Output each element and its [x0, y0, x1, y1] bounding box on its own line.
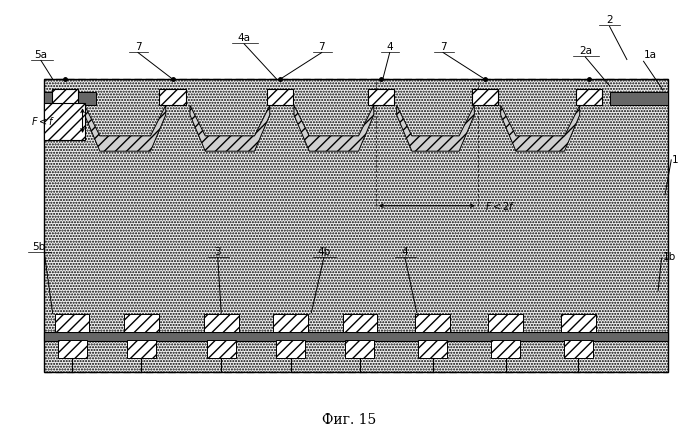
Bar: [44, 92, 96, 105]
Text: 3: 3: [215, 247, 221, 257]
Text: 1b: 1b: [663, 252, 676, 262]
Text: $F<f$: $F<f$: [31, 114, 55, 126]
Text: 2: 2: [606, 15, 613, 26]
Text: 4b: 4b: [317, 247, 331, 257]
Bar: [418, 340, 447, 358]
Text: 1: 1: [672, 155, 679, 165]
Bar: [491, 340, 520, 358]
Bar: [273, 314, 308, 332]
Bar: [44, 332, 668, 341]
Text: 5b: 5b: [32, 242, 45, 252]
Bar: [561, 314, 596, 332]
Bar: [52, 89, 78, 105]
Bar: [207, 340, 236, 358]
Bar: [44, 79, 668, 372]
Polygon shape: [294, 105, 374, 151]
Bar: [472, 89, 498, 105]
Polygon shape: [396, 105, 475, 151]
Bar: [564, 340, 593, 358]
Bar: [124, 314, 159, 332]
Bar: [204, 314, 238, 332]
Polygon shape: [85, 105, 166, 151]
Bar: [343, 314, 377, 332]
Text: 4а: 4а: [238, 33, 251, 43]
Bar: [488, 314, 523, 332]
Bar: [345, 340, 375, 358]
Bar: [276, 340, 305, 358]
Polygon shape: [190, 105, 270, 151]
Bar: [44, 103, 85, 140]
Text: Фиг. 15: Фиг. 15: [322, 412, 377, 427]
Polygon shape: [500, 105, 579, 151]
Text: 7: 7: [440, 42, 447, 52]
Bar: [55, 314, 89, 332]
Bar: [57, 340, 87, 358]
Bar: [415, 314, 450, 332]
Bar: [368, 89, 394, 105]
Text: $F<2f$: $F<2f$: [484, 200, 515, 212]
Text: 7: 7: [319, 42, 325, 52]
Bar: [267, 89, 294, 105]
Text: 4: 4: [387, 42, 393, 52]
Text: 4: 4: [402, 247, 408, 257]
Text: 1а: 1а: [644, 50, 657, 61]
Bar: [575, 89, 602, 105]
Text: 5а: 5а: [34, 50, 48, 60]
Bar: [610, 92, 668, 105]
Text: 2а: 2а: [579, 46, 592, 56]
Bar: [159, 89, 186, 105]
Text: 7: 7: [135, 42, 141, 52]
Bar: [127, 340, 156, 358]
